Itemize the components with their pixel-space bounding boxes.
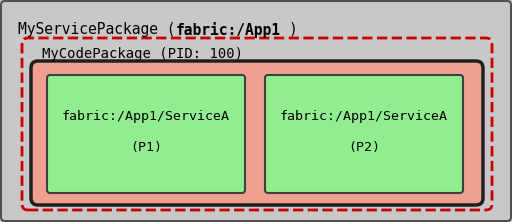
Text: MyServicePackage (: MyServicePackage ( (18, 22, 176, 37)
Text: MyCodePackage (PID: 100): MyCodePackage (PID: 100) (42, 47, 243, 61)
Text: ): ) (289, 22, 298, 37)
FancyBboxPatch shape (31, 61, 483, 205)
Text: fabric:/App1: fabric:/App1 (176, 22, 281, 38)
Text: fabric:/App1/ServiceA: fabric:/App1/ServiceA (280, 111, 448, 123)
Text: (P2): (P2) (348, 141, 380, 153)
Text: (P1): (P1) (130, 141, 162, 153)
FancyBboxPatch shape (265, 75, 463, 193)
Text: fabric:/App1/ServiceA: fabric:/App1/ServiceA (62, 111, 230, 123)
FancyBboxPatch shape (22, 38, 492, 210)
FancyBboxPatch shape (47, 75, 245, 193)
